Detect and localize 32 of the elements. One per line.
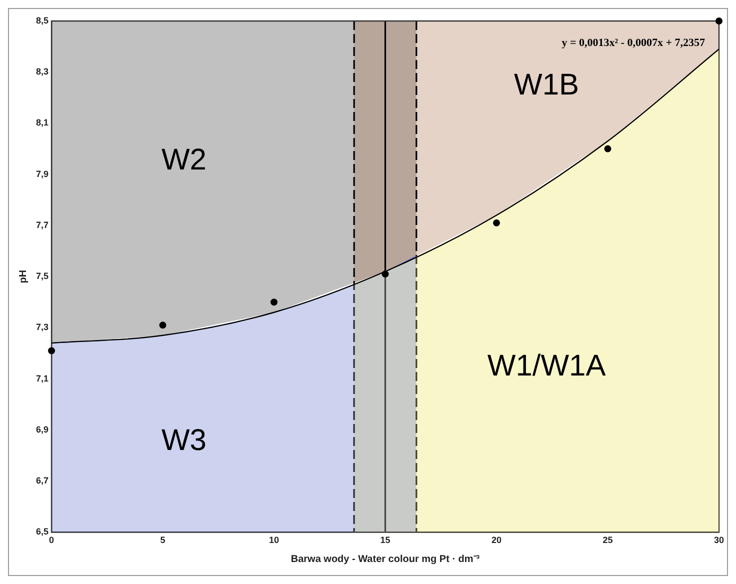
y-tick-label: 7,1 <box>36 373 49 384</box>
x-tick-label: 20 <box>491 535 502 546</box>
y-tick-label: 8,5 <box>36 15 49 26</box>
x-tick-label: 25 <box>602 535 613 546</box>
point <box>159 322 166 329</box>
y-tick-label: 8,1 <box>36 118 49 128</box>
x-axis-title: Barwa wody - Water colour mg Pt · dm⁻³ <box>290 554 480 565</box>
band-label: W1B <box>514 68 580 102</box>
series-label: W3 <box>161 424 206 457</box>
x-tick-label: 10 <box>269 535 280 546</box>
point <box>270 298 278 306</box>
point <box>715 18 722 24</box>
x-tick-label: 0 <box>49 535 54 546</box>
point <box>493 219 500 226</box>
y-axis-title: pH <box>18 270 29 284</box>
point <box>382 270 389 278</box>
x-tick-label: 5 <box>160 535 166 546</box>
x-tick-label: 30 <box>714 535 724 546</box>
y-tick-label: 7,5 <box>36 271 49 282</box>
point <box>604 145 612 152</box>
point <box>48 347 56 354</box>
annotation: y = 0,0013x² - 0,0007x + 7,2357 <box>562 36 706 49</box>
y-tick-label: 6,7 <box>36 476 49 486</box>
y-tick-label: 7,7 <box>36 220 49 230</box>
y-tick-label: 8,3 <box>36 66 49 77</box>
band-label: W2 <box>161 143 206 176</box>
y-tick-label: 7,9 <box>36 168 49 179</box>
y-tick-label: 7,3 <box>36 322 49 332</box>
y-tick-label: 6,9 <box>36 424 49 434</box>
series-label: W1/W1A <box>487 349 606 382</box>
x-tick-label: 15 <box>380 535 390 546</box>
y-tick-label: 6,5 <box>36 526 49 537</box>
